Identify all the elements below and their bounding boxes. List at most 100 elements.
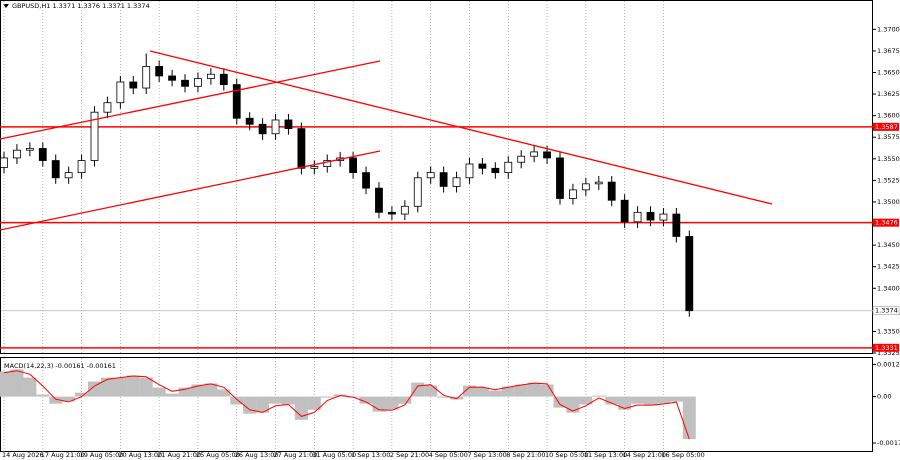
- macd-bar: [437, 396, 451, 398]
- candle-body: [633, 211, 642, 223]
- candle-body: [13, 149, 21, 159]
- candle-body: [672, 213, 681, 237]
- chart-title: GBPUSD,H1 1.3371 1.3376 1.3371 1.3374: [12, 2, 150, 10]
- macd-bar: [682, 396, 696, 440]
- level-box: [873, 218, 899, 227]
- y-tick-label: 1.3350: [877, 327, 900, 335]
- candle-body: [245, 117, 254, 125]
- x-tick-label: 14 Sep 21:00: [623, 451, 666, 459]
- candle-body: [452, 177, 461, 187]
- x-tick-label: 19 Aug 05:00: [80, 451, 124, 459]
- macd-bar: [618, 396, 632, 410]
- macd-bar: [165, 393, 179, 397]
- current-price-label: 1.3374: [875, 307, 898, 315]
- candle-body: [685, 236, 694, 312]
- candle-body: [284, 119, 293, 129]
- macd-bar: [631, 396, 645, 404]
- candle-body: [0, 157, 8, 168]
- macd-bar: [191, 384, 205, 397]
- x-tick-label: 7 Sep 13:00: [467, 451, 506, 459]
- candle-body: [659, 213, 668, 221]
- macd-bar: [398, 396, 412, 404]
- x-tick-label: 27 Aug 21:00: [274, 451, 318, 459]
- macd-bar: [450, 396, 464, 400]
- candle-body: [426, 172, 435, 179]
- macd-bar: [553, 396, 567, 408]
- macd-bar: [62, 396, 76, 402]
- y-tick-label: 1.3325: [877, 349, 900, 357]
- macd-bar: [424, 385, 438, 397]
- candle-body: [400, 205, 409, 215]
- candle-body: [594, 181, 603, 185]
- candle-body: [349, 157, 358, 174]
- candle-body: [387, 211, 396, 215]
- y-tick-label: 1.3500: [877, 198, 900, 206]
- x-tick-label: 2 Sep 21:00: [390, 451, 429, 459]
- candle-body: [258, 123, 267, 135]
- macd-bar: [217, 389, 231, 397]
- macd-bar: [36, 394, 50, 397]
- macd-bar: [475, 387, 489, 397]
- candle-body: [556, 157, 564, 199]
- x-tick-label: 11 Sep 13:00: [584, 451, 627, 459]
- macd-bar: [23, 377, 37, 397]
- candle-body: [297, 128, 306, 169]
- channel-line: [0, 150, 381, 231]
- macd-bar: [385, 396, 399, 410]
- candle-body: [543, 151, 551, 159]
- y-tick-label: 1.3525: [877, 176, 900, 184]
- macd-bar: [644, 396, 657, 406]
- candle-body: [491, 167, 500, 174]
- candle-body: [103, 102, 112, 113]
- candle-body: [530, 151, 539, 157]
- candle-body: [90, 111, 99, 161]
- signal-line: [3, 370, 690, 440]
- macd-bar: [204, 383, 218, 397]
- candle-body: [646, 211, 655, 221]
- macd-bar: [88, 381, 102, 397]
- x-tick-label: 20 Aug 13:00: [118, 451, 162, 459]
- candle-body: [232, 84, 241, 119]
- candle-body: [465, 163, 474, 179]
- x-tick-label: 4 Sep 05:00: [429, 451, 468, 459]
- candle-body: [569, 189, 577, 199]
- x-tick-label: 31 Aug 05:00: [312, 451, 356, 459]
- macd-bar: [100, 377, 114, 397]
- macd-bar: [243, 396, 257, 414]
- macd-bar: [359, 396, 373, 404]
- y-tick-label: 1.3425: [877, 263, 900, 271]
- macd-bar: [126, 375, 140, 397]
- x-tick-label: 10 Sep 05:00: [545, 451, 588, 459]
- y-tick-label: 1.3550: [877, 155, 900, 163]
- macd-bar: [462, 385, 476, 397]
- level-label: 1.3476: [875, 219, 898, 227]
- candle-body: [607, 181, 616, 201]
- macd-bar: [579, 396, 593, 405]
- candle-body: [64, 172, 73, 179]
- candle-body: [168, 75, 176, 81]
- current-price-box: [872, 306, 900, 315]
- candle-body: [271, 119, 280, 135]
- level-box: [873, 122, 899, 131]
- candle-body: [181, 79, 189, 87]
- x-tick-label: 26 Aug 13:00: [235, 451, 279, 459]
- candle-body: [323, 160, 332, 167]
- macd-bar: [320, 396, 334, 398]
- macd-bar: [269, 396, 283, 404]
- x-tick-label: 8 Sep 21:00: [506, 451, 545, 459]
- y-tick-label: 1.3675: [877, 47, 900, 55]
- candle-body: [413, 177, 422, 207]
- y-tick-label: 1.3700: [877, 25, 900, 33]
- x-tick-label: 14 Aug 2026: [2, 451, 44, 459]
- macd-bar: [178, 387, 192, 397]
- x-tick-label: 21 Aug 21:00: [157, 451, 201, 459]
- macd-bar: [256, 396, 270, 413]
- y-tick-label: 1.3450: [877, 241, 900, 249]
- candle-body: [25, 148, 34, 151]
- trend-line: [149, 50, 773, 205]
- macd-bar: [307, 396, 321, 410]
- main-frame: [0, 0, 873, 354]
- candle-body: [581, 183, 590, 191]
- y-tick-label: 1.3400: [877, 284, 900, 292]
